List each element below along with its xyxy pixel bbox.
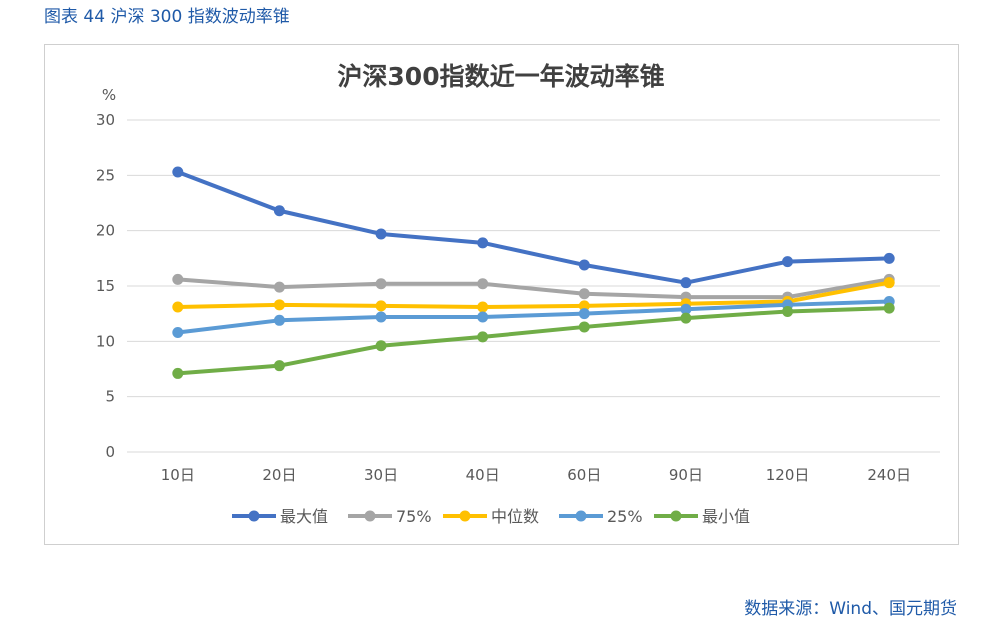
legend-swatch-marker: [575, 510, 587, 522]
x-tick-label: 60日: [567, 466, 601, 484]
data-source-note: 数据来源：Wind、国元期货: [744, 599, 957, 619]
legend-swatch-marker: [670, 510, 682, 522]
legend-item: 最大值: [232, 507, 328, 526]
legend-item: 中位数: [443, 507, 539, 526]
legend-swatch-marker: [248, 510, 260, 522]
data-point: [477, 311, 489, 323]
x-tick-label: 120日: [766, 466, 810, 484]
y-tick-label: 0: [105, 443, 115, 461]
legend-label: 中位数: [491, 507, 539, 526]
data-point: [680, 277, 692, 289]
y-tick-label: 5: [105, 388, 115, 406]
data-point: [477, 278, 489, 290]
volatility-cone-chart: 沪深300指数近一年波动率锥 % 0 5 10 15 20 25 30 10日 20日 30日 4…: [96, 62, 940, 526]
data-point: [273, 314, 285, 326]
data-point: [578, 259, 590, 271]
data-point: [172, 367, 184, 379]
chart-frame: 沪深300指数近一年波动率锥 % 0 5 10 15 20 25 30 10日 20日 30日 4…: [44, 44, 959, 545]
data-point: [883, 302, 895, 314]
y-tick-label: 30: [96, 111, 115, 129]
data-point: [375, 300, 387, 312]
x-tick-label: 10日: [161, 466, 195, 484]
legend-item: 最小值: [654, 507, 750, 526]
y-tick-label: 10: [96, 332, 115, 350]
y-tick-label: 20: [96, 222, 115, 240]
series-最小值: [172, 302, 895, 379]
x-tick-labels: 10日 20日 30日 40日 60日 90日 120日 240日: [161, 466, 911, 484]
series-line: [175, 299, 892, 335]
series-中位数: [172, 277, 895, 313]
data-point: [477, 301, 489, 313]
legend-label: 75%: [396, 507, 432, 526]
data-point: [172, 273, 184, 285]
y-tick-label: 25: [96, 166, 115, 184]
data-point: [375, 228, 387, 240]
x-tick-label: 40日: [466, 466, 500, 484]
data-point: [273, 281, 285, 293]
data-point: [883, 277, 895, 289]
data-point: [782, 305, 794, 317]
y-tick-label: 15: [96, 277, 115, 295]
data-point: [273, 299, 285, 311]
legend-swatch-marker: [364, 510, 376, 522]
chart-title: 沪深300指数近一年波动率锥: [337, 62, 664, 91]
legend-swatch-marker: [459, 510, 471, 522]
data-point: [375, 340, 387, 352]
figure-caption: 图表 44 沪深 300 指数波动率锥: [44, 7, 290, 27]
data-point: [782, 256, 794, 268]
data-point: [578, 321, 590, 333]
series-line: [175, 170, 892, 285]
data-point: [578, 308, 590, 320]
x-tick-label: 30日: [364, 466, 398, 484]
x-tick-label: 90日: [669, 466, 703, 484]
data-point: [172, 301, 184, 313]
data-point: [375, 311, 387, 323]
x-tick-label: 20日: [262, 466, 296, 484]
data-point: [273, 205, 285, 217]
data-point: [273, 360, 285, 372]
data-point: [578, 300, 590, 312]
y-tick-labels: 0 5 10 15 20 25 30: [96, 111, 115, 461]
data-point: [883, 252, 895, 264]
series-line: [175, 280, 892, 310]
legend-label: 最小值: [702, 507, 750, 526]
legend-item: 75%: [348, 507, 432, 526]
x-tick-label: 240日: [867, 466, 911, 484]
data-point: [477, 237, 489, 249]
legend-label: 最大值: [280, 507, 328, 526]
series-line: [175, 277, 892, 300]
series-line: [175, 306, 892, 376]
data-point: [680, 312, 692, 324]
data-point: [578, 288, 590, 300]
legend-label: 25%: [607, 507, 643, 526]
legend: 最大值 75% 中位数 25% 最小值: [232, 507, 750, 526]
series-最大值: [172, 166, 895, 289]
y-axis-unit: %: [102, 86, 116, 104]
series-lines: [172, 166, 895, 379]
data-point: [375, 278, 387, 290]
data-point: [477, 331, 489, 343]
data-point: [172, 166, 184, 178]
data-point: [172, 326, 184, 338]
legend-item: 25%: [559, 507, 643, 526]
data-point: [680, 303, 692, 315]
